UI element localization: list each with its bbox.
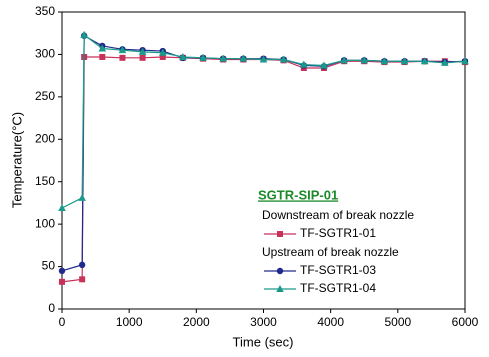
x-tick-label: 1000 — [116, 315, 143, 329]
marker — [239, 54, 248, 62]
x-tick-label: 0 — [59, 315, 66, 329]
legend-label: TF-SGTR1-03 — [300, 263, 376, 277]
marker — [80, 30, 88, 38]
marker — [300, 60, 308, 68]
marker — [277, 231, 283, 237]
line — [61, 33, 466, 209]
marker — [139, 54, 146, 61]
legend-label: TF-SGTR1-01 — [300, 226, 376, 240]
marker — [59, 278, 65, 285]
x-tick-label: 5000 — [384, 315, 411, 329]
y-tick-label: 150 — [35, 174, 55, 188]
y-tick-label: 50 — [42, 259, 56, 273]
x-axis-label: Time (sec) — [233, 334, 294, 349]
marker — [58, 267, 66, 275]
marker — [340, 56, 348, 64]
marker — [158, 48, 167, 56]
y-tick-label: 350 — [35, 4, 55, 18]
line — [61, 34, 466, 272]
marker — [461, 57, 469, 65]
marker — [276, 285, 284, 292]
marker — [320, 61, 328, 69]
marker — [159, 53, 166, 60]
marker — [400, 57, 409, 65]
x-tick-label: 6000 — [452, 315, 479, 329]
y-tick-label: 100 — [35, 216, 55, 230]
legend-label: TF-SGTR1-04 — [300, 281, 376, 295]
marker — [380, 57, 389, 65]
marker — [259, 55, 268, 63]
marker — [279, 55, 288, 63]
y-tick-label: 250 — [35, 89, 55, 103]
marker — [78, 261, 86, 269]
x-tick-label: 2000 — [183, 315, 210, 329]
marker — [276, 267, 284, 275]
marker — [360, 56, 369, 64]
x-tick-label: 3000 — [250, 315, 277, 329]
marker — [119, 54, 126, 61]
marker — [179, 52, 187, 60]
y-axis-label: Temperature(°C) — [9, 112, 24, 208]
marker — [420, 57, 429, 65]
legend-title: SGTR-SIP-01 — [258, 187, 338, 202]
legend-heading: Downstream of break nozzle — [262, 208, 414, 222]
marker — [441, 58, 449, 66]
marker — [219, 54, 227, 62]
y-tick-label: 200 — [35, 131, 55, 145]
y-tick-label: 0 — [48, 301, 55, 315]
x-tick-label: 4000 — [317, 315, 344, 329]
y-tick-label: 300 — [35, 47, 55, 61]
marker — [118, 46, 127, 54]
marker — [78, 193, 86, 201]
marker — [58, 204, 66, 212]
marker — [199, 53, 207, 61]
marker — [99, 53, 106, 60]
marker — [79, 276, 86, 283]
marker — [138, 47, 147, 55]
legend-heading: Upstream of break nozzle — [262, 245, 399, 259]
marker — [98, 44, 107, 52]
